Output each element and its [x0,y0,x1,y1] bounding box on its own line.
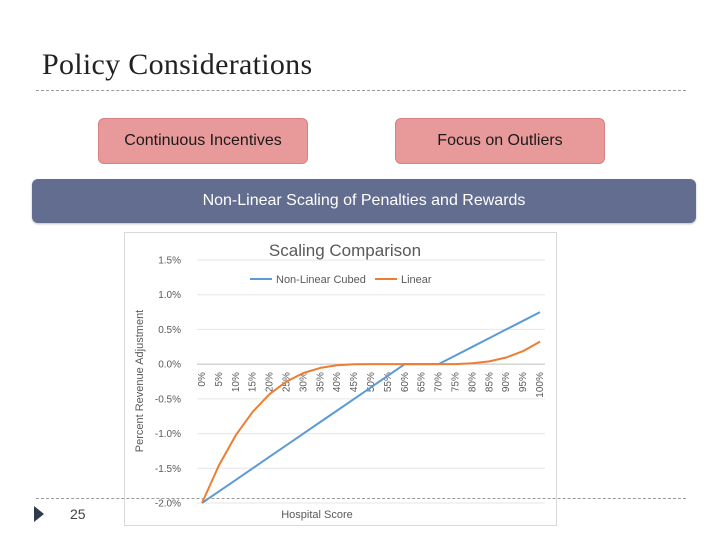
title-divider [36,90,686,91]
series-line-non-linear-cubed [201,311,541,504]
y-tick-label: 1.5% [158,256,181,267]
focus-on-outliers-box: Focus on Outliers [395,118,605,164]
x-tick-label: 40% [332,372,343,392]
x-tick-label: 100% [535,372,546,398]
x-tick-label: 20% [265,372,276,392]
slide-number: 25 [70,506,86,522]
y-tick-label: -0.5% [155,394,181,405]
x-tick-label: 85% [484,372,495,392]
series-line-linear [201,340,541,504]
x-tick-label: 75% [451,372,462,392]
continuous-incentives-box: Continuous Incentives [98,118,308,164]
x-tick-label: 60% [400,372,411,392]
slide-title: Policy Considerations [42,48,313,81]
x-tick-label: 65% [417,372,428,392]
x-tick-label: 50% [366,372,377,392]
chart-title: Scaling Comparison [269,241,421,260]
x-tick-label: 0% [197,372,208,387]
x-tick-label: 15% [248,372,259,392]
y-tick-label: -1.5% [155,464,181,475]
footer-divider [36,498,686,499]
x-tick-label: 35% [315,372,326,392]
y-tick-label: -1.0% [155,429,181,440]
y-tick-label: 1.0% [158,290,181,301]
x-tick-label: 55% [383,372,394,392]
x-tick-label: 95% [518,372,529,392]
x-tick-label: 45% [349,372,360,392]
chart-svg: 1.5% 1.0% 0.5% 0.0% -0.5% -1.0% -1.5% -2.0% 0% 5… [134,241,546,521]
y-axis-title: Percent Revenue Adjustment [134,310,146,452]
legend-label: Non-Linear Cubed [276,274,366,286]
x-tick-label: 70% [434,372,445,392]
x-axis-title: Hospital Score [281,509,353,521]
x-tick-label: 30% [298,372,309,392]
x-tick-label: 10% [231,372,242,392]
x-tick-label: 5% [214,372,225,387]
x-tick-label: 80% [467,372,478,392]
y-tick-label: 0.0% [158,360,181,371]
scaling-comparison-chart: 1.5% 1.0% 0.5% 0.0% -0.5% -1.0% -1.5% -2.0% 0% 5… [124,232,557,526]
non-linear-scaling-banner: Non-Linear Scaling of Penalties and Rewa… [32,179,696,223]
bullet-arrow-icon [34,506,44,522]
y-tick-label: -2.0% [155,499,181,510]
y-tick-label: 0.5% [158,325,181,336]
legend-label: Linear [401,274,432,286]
x-tick-label: 90% [501,372,512,392]
